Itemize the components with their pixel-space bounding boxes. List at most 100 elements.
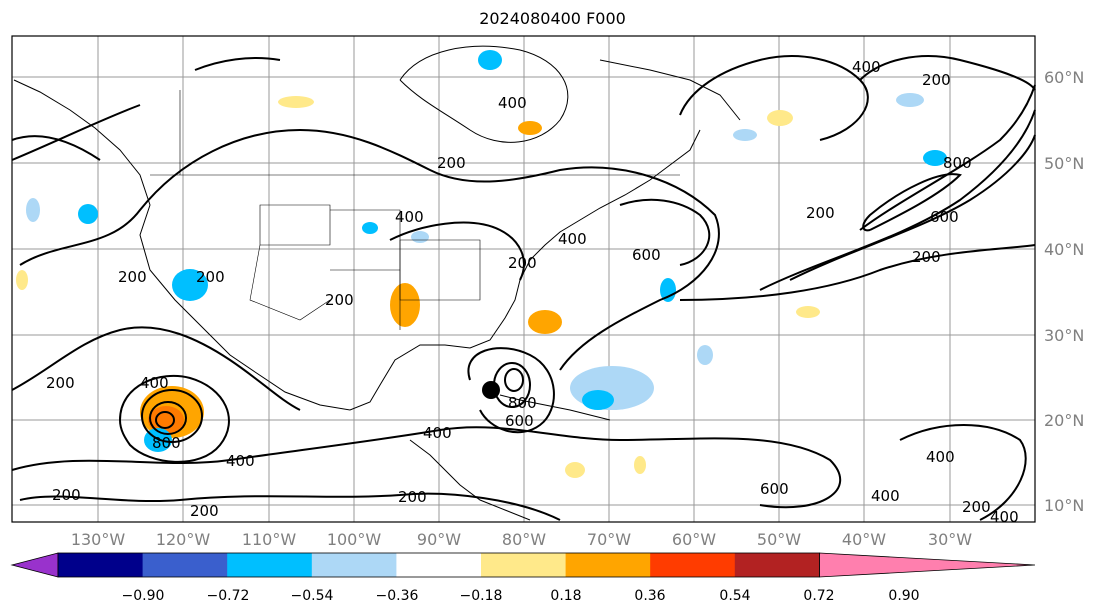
contour-label: 400 xyxy=(423,424,452,442)
lon-label: 130°W xyxy=(71,530,126,549)
blue-patch xyxy=(923,150,947,166)
map-frame xyxy=(11,35,1036,523)
lightblue-patch xyxy=(697,345,713,365)
colorbar-tick-label: 0.54 xyxy=(719,588,750,604)
lat-label: 60°N xyxy=(1044,68,1084,87)
contour-label: 200 xyxy=(118,268,147,286)
contour-label: 200 xyxy=(922,71,951,89)
colorbar xyxy=(10,552,1036,578)
contour-label: 400 xyxy=(926,448,955,466)
contour-label: 200 xyxy=(325,291,354,309)
colorbar-extend-max xyxy=(819,552,1036,578)
colorbar-tick-label: 0.72 xyxy=(803,588,834,604)
contour-label: 400 xyxy=(852,58,881,76)
contour-label: 200 xyxy=(190,502,219,520)
contour-label: 200 xyxy=(196,268,225,286)
yellow-patch xyxy=(16,270,28,290)
colorbar-extend-min xyxy=(10,552,59,578)
orange-patch xyxy=(390,283,420,327)
contour-label: 200 xyxy=(806,204,835,222)
colorbar-segment xyxy=(565,553,651,577)
lon-label: 40°W xyxy=(842,530,886,549)
colorbar-segment xyxy=(311,553,397,577)
contour-label: 200 xyxy=(52,486,81,504)
yellow-patch xyxy=(634,456,646,474)
yellow-patch xyxy=(278,96,314,108)
contour-label: 200 xyxy=(398,488,427,506)
contour-label: 800 xyxy=(508,394,537,412)
lightblue-patch xyxy=(411,231,429,243)
contour-label: 200 xyxy=(912,248,941,266)
shaded-anomalies xyxy=(16,50,947,478)
colorbar-segment xyxy=(650,553,736,577)
colorbar-tick-label: −0.36 xyxy=(376,588,419,604)
hurricane-center-dot xyxy=(482,381,500,399)
contour-label: 400 xyxy=(558,230,587,248)
colorbar-tick-label: 0.90 xyxy=(888,588,919,604)
blue-patch xyxy=(478,50,502,70)
colorbar-tick-label: 0.36 xyxy=(634,588,665,604)
blue-patch xyxy=(660,278,676,302)
colorbar-segment xyxy=(227,553,313,577)
colorbar-segment xyxy=(142,553,228,577)
contour-label: 600 xyxy=(930,208,959,226)
yellow-patch xyxy=(565,462,585,478)
latitude-labels: 60°N 50°N 40°N 30°N 20°N 10°N xyxy=(1044,68,1084,515)
map-title: 2024080400 F000 xyxy=(479,9,626,28)
lon-label: 30°W xyxy=(928,530,972,549)
lightblue-patch xyxy=(896,93,924,107)
contour-label: 600 xyxy=(632,246,661,264)
colorbar-tick-label: −0.54 xyxy=(291,588,334,604)
lat-label: 40°N xyxy=(1044,240,1084,259)
contour-label: 400 xyxy=(226,452,255,470)
lon-label: 70°W xyxy=(587,530,631,549)
colorbar-tick-label: −0.90 xyxy=(122,588,165,604)
lightblue-patch xyxy=(733,129,757,141)
lon-label: 80°W xyxy=(502,530,546,549)
state-borders xyxy=(150,90,680,330)
blue-patch xyxy=(582,390,614,410)
contour-lines xyxy=(11,55,1036,521)
contour-label: 200 xyxy=(962,498,991,516)
yellow-patch xyxy=(767,110,793,126)
blue-patch xyxy=(362,222,378,234)
longitude-labels: 130°W 120°W 110°W 100°W 90°W 80°W 70°W 6… xyxy=(71,530,972,549)
contour-label: 600 xyxy=(760,480,789,498)
colorbar-segment xyxy=(481,553,567,577)
lat-label: 50°N xyxy=(1044,154,1084,173)
blue-patch xyxy=(78,204,98,224)
lon-label: 60°W xyxy=(672,530,716,549)
colorbar-segment xyxy=(734,553,820,577)
contour-label: 400 xyxy=(140,374,169,392)
colorbar-frame xyxy=(57,552,820,578)
contour-label: 200 xyxy=(46,374,75,392)
contour-label: 400 xyxy=(871,487,900,505)
lon-label: 100°W xyxy=(327,530,382,549)
contour-label: 200 xyxy=(508,254,537,272)
lat-label: 30°N xyxy=(1044,326,1084,345)
contour-label: 400 xyxy=(990,508,1019,526)
lightblue-patch xyxy=(26,198,40,222)
contour-label: 800 xyxy=(943,154,972,172)
lat-label: 20°N xyxy=(1044,411,1084,430)
contour-label-group: 200 200 200 200 200 200 200 200 200 200 … xyxy=(46,58,1019,526)
blue-patch xyxy=(172,269,208,301)
contour-label: 600 xyxy=(505,412,534,430)
yellow-patch xyxy=(796,306,820,318)
colorbar-tick-label: −0.18 xyxy=(460,588,503,604)
colorbar-tick-labels: −0.90 −0.72 −0.54 −0.36 −0.18 0.18 0.36 … xyxy=(122,588,920,604)
lon-label: 110°W xyxy=(242,530,297,549)
lon-label: 50°W xyxy=(757,530,801,549)
colorbar-segment xyxy=(396,553,482,577)
contour-label: 400 xyxy=(395,208,424,226)
colorbar-segment xyxy=(58,553,144,577)
lon-label: 120°W xyxy=(156,530,211,549)
orange-patch xyxy=(518,121,542,135)
lon-label: 90°W xyxy=(417,530,461,549)
contour-label: 400 xyxy=(498,94,527,112)
contour-label: 200 xyxy=(437,154,466,172)
colorbar-tick-label: 0.18 xyxy=(550,588,581,604)
colorbar-tick-label: −0.72 xyxy=(207,588,250,604)
contour-label: 800 xyxy=(152,434,181,452)
